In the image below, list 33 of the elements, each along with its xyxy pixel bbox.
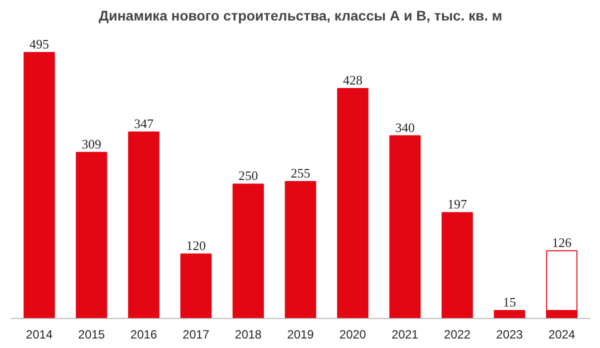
data-label: 428 [343, 72, 362, 88]
x-tick-label: 2015 [78, 328, 106, 342]
bar [284, 180, 316, 318]
data-label: 197 [448, 196, 468, 212]
bar [389, 135, 421, 318]
bar [337, 88, 368, 318]
bar [232, 184, 264, 318]
x-tick-label: 2016 [130, 328, 158, 342]
data-label: 347 [134, 116, 154, 131]
bar [180, 254, 212, 318]
bar [494, 310, 526, 318]
bar [442, 212, 473, 318]
bar [76, 152, 108, 318]
bar [24, 52, 55, 318]
x-tick-label: 2021 [392, 328, 419, 342]
x-tick-label: 2017 [182, 328, 210, 342]
bar [128, 131, 160, 318]
x-tick-label: 2018 [234, 328, 262, 342]
data-label: 309 [82, 136, 102, 152]
data-label: 126 [552, 234, 572, 250]
chart-title: Динамика нового строительства, классы А и В, тыс. кв. м [98, 8, 502, 24]
data-label: 255 [290, 165, 310, 180]
data-label: 340 [395, 120, 415, 135]
x-tick-label: 2019 [287, 328, 314, 342]
x-tick-label: 2024 [548, 328, 576, 342]
x-tick-label: 2023 [496, 328, 524, 342]
x-tick-label: 2014 [26, 328, 53, 342]
data-label: 495 [29, 36, 49, 52]
data-label: 250 [238, 168, 258, 184]
data-label: 120 [186, 238, 206, 253]
data-label: 15 [503, 294, 516, 310]
x-tick-label: 2022 [444, 328, 471, 342]
x-tick-label: 2020 [339, 328, 366, 342]
